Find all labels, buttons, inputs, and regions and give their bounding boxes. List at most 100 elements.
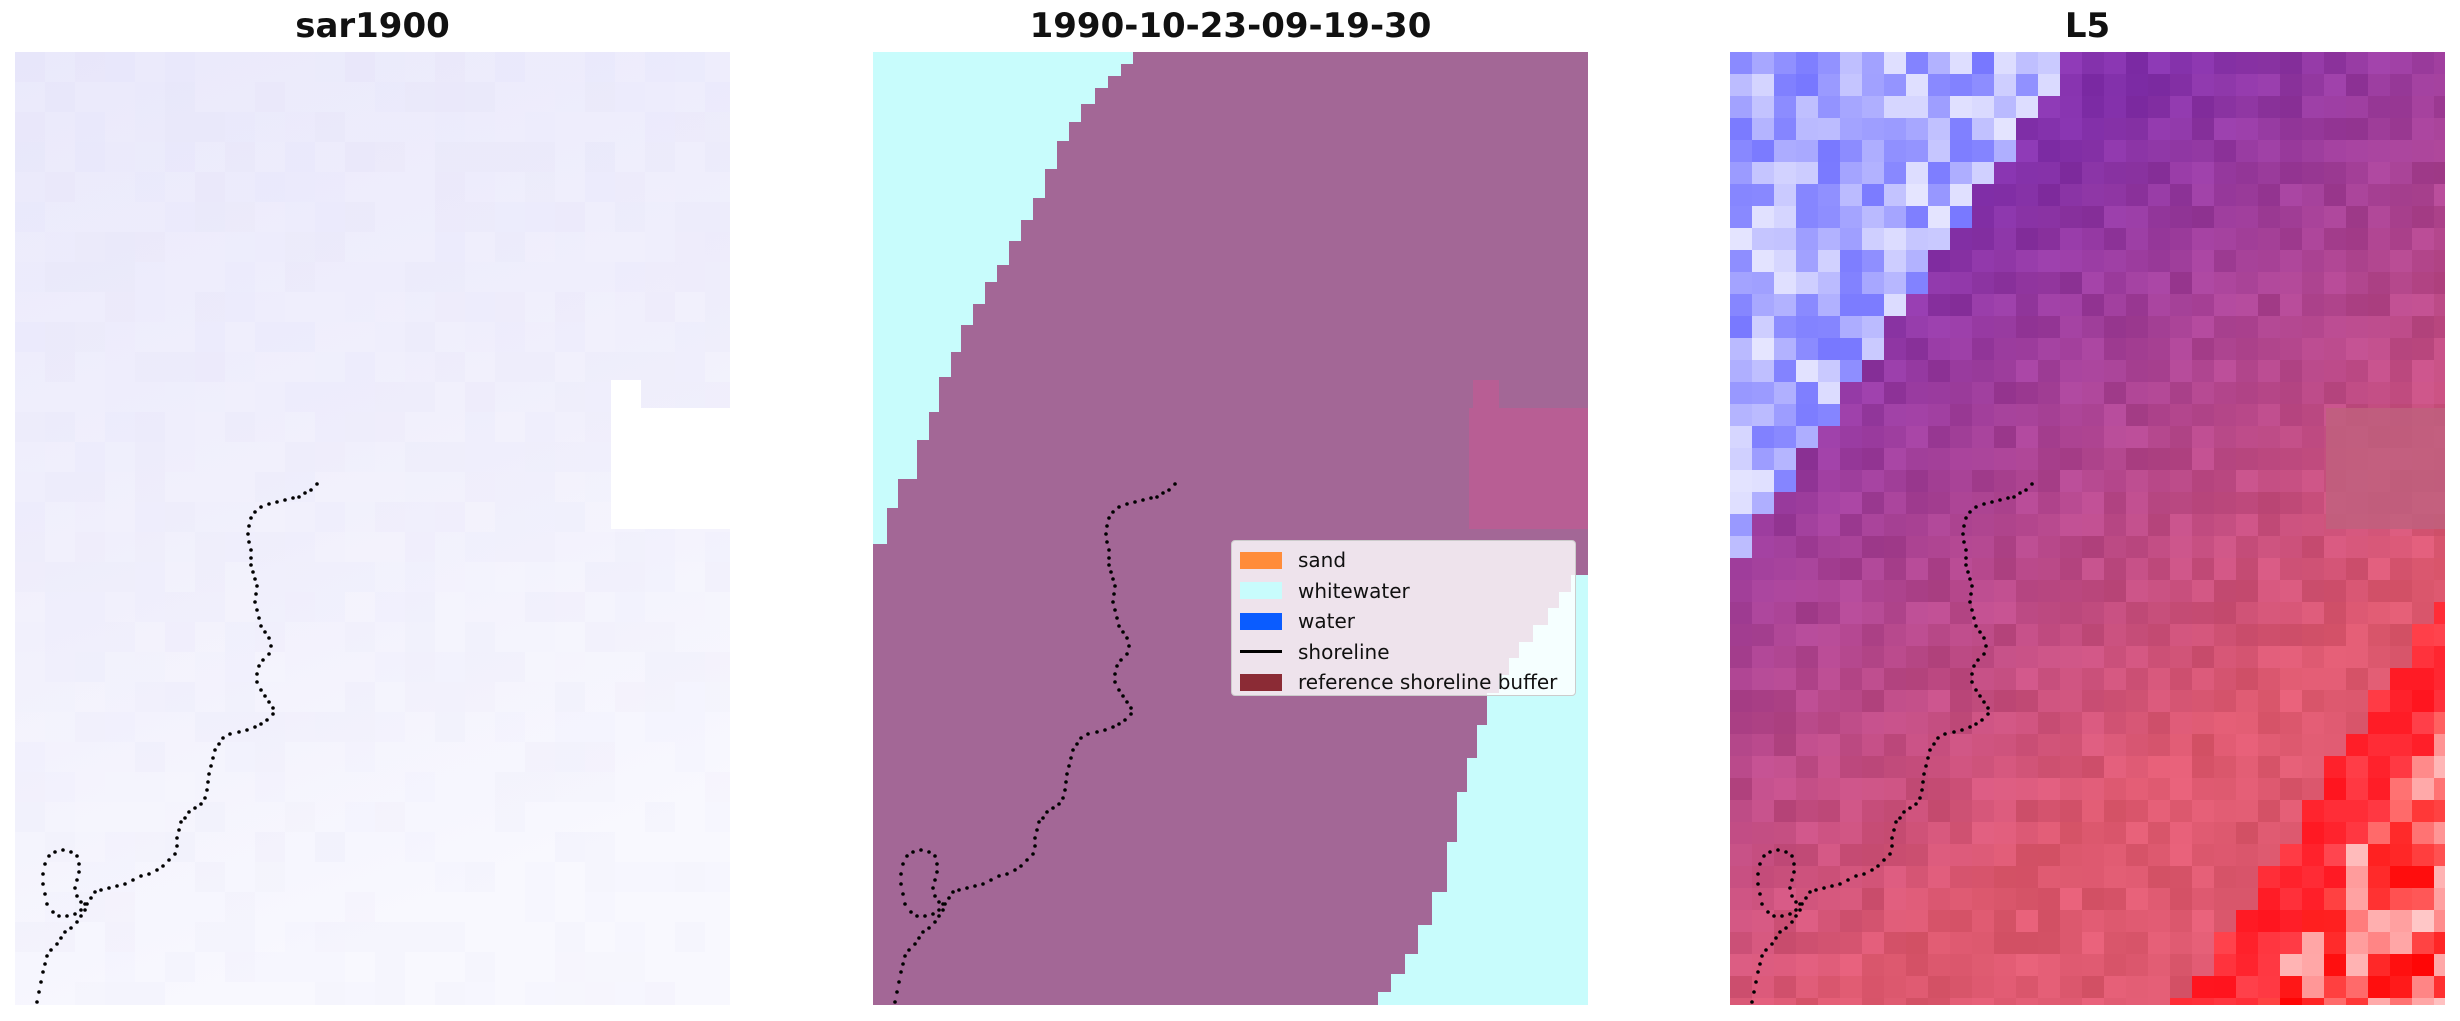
l5-pixel (1862, 822, 1885, 845)
l5-pixel (1818, 272, 1841, 295)
l5-pixel (1730, 426, 1753, 449)
l5-pixel (2302, 734, 2325, 757)
l5-pixel (2214, 954, 2237, 977)
l5-pixel (2390, 140, 2413, 163)
l5-pixel (2016, 492, 2039, 515)
sar-pixel (405, 742, 435, 772)
l5-pixel (2258, 888, 2281, 911)
shoreline-dot (53, 850, 57, 854)
sar-pixel (45, 382, 75, 412)
sar-pixel (705, 862, 730, 892)
sar-pixel (285, 82, 315, 112)
l5-pixel (1774, 580, 1797, 603)
sar-pixel (405, 922, 435, 952)
sar-pixel (45, 742, 75, 772)
shoreline-dot (175, 836, 179, 840)
l5-pixel (2390, 910, 2413, 933)
l5-pixel (2148, 668, 2171, 691)
l5-pixel (1972, 536, 1995, 559)
l5-pixel (1950, 844, 1973, 867)
sar-pixel (585, 562, 615, 592)
l5-pixel (1730, 954, 1753, 977)
l5-pixel (1818, 228, 1841, 251)
l5-pixel (1840, 866, 1863, 889)
legend-swatch-sand (1240, 551, 1282, 569)
shoreline-dot (61, 848, 65, 852)
sar-pixel (105, 712, 135, 742)
l5-pixel (1774, 822, 1797, 845)
l5-pixel (2434, 646, 2445, 669)
l5-pixel (1796, 52, 1819, 75)
l5-pixel (1774, 734, 1797, 757)
sar-pixel (525, 502, 555, 532)
shoreline-dot (228, 732, 232, 736)
sar-pixel (645, 982, 675, 1005)
l5-pixel (2258, 52, 2281, 75)
l5-pixel (2390, 228, 2413, 251)
l5-pixel (2434, 712, 2445, 735)
sar-pixel (585, 682, 615, 712)
shoreline-dot (79, 908, 83, 912)
l5-pixel (2214, 646, 2237, 669)
sar-pixel (465, 142, 495, 172)
l5-pixel (1972, 184, 1995, 207)
sar-pixel (135, 892, 165, 922)
sar-pixel (165, 142, 195, 172)
l5-pixel (2434, 998, 2445, 1005)
l5-pixel (2236, 514, 2259, 537)
l5-pixel (2038, 492, 2061, 515)
l5-pixel (1906, 624, 1929, 647)
l5-pixel (1730, 932, 1753, 955)
sar-pixel (165, 592, 195, 622)
l5-pixel (2170, 492, 2193, 515)
shoreline-dot (263, 694, 267, 698)
shoreline-dot (265, 718, 269, 722)
sar-pixel (285, 952, 315, 982)
sar-pixel (585, 232, 615, 262)
l5-pixel (1862, 118, 1885, 141)
sar-pixel (705, 772, 730, 802)
l5-pixel (1884, 646, 1907, 669)
sar-pixel (255, 472, 285, 502)
sar-pixel (645, 952, 675, 982)
sar-pixel (555, 652, 585, 682)
l5-pixel (1972, 998, 1995, 1005)
l5-pixel (1818, 360, 1841, 383)
l5-pixel (1884, 96, 1907, 119)
sar-nodata-block (611, 408, 730, 529)
shoreline-dot (1962, 540, 1966, 544)
l5-pixel (1884, 272, 1907, 295)
sar-pixel (135, 382, 165, 412)
sar-pixel (465, 622, 495, 652)
l5-pixel (1752, 514, 1775, 537)
shoreline-dot (923, 914, 927, 918)
l5-pixel (2346, 998, 2369, 1005)
l5-pixel (2082, 844, 2105, 867)
l5-pixel (2104, 822, 2127, 845)
l5-pixel (2346, 558, 2369, 581)
sar-pixel (285, 892, 315, 922)
l5-pixel (1994, 492, 2017, 515)
l5-pixel (2434, 140, 2445, 163)
l5-pixel (2236, 932, 2259, 955)
sar-pixel (225, 472, 255, 502)
l5-pixel (2038, 910, 2061, 933)
sar-pixel (645, 532, 675, 562)
l5-pixel (2434, 910, 2445, 933)
l5-pixel (2346, 624, 2369, 647)
l5-pixel (2280, 272, 2303, 295)
l5-pixel (2104, 998, 2127, 1005)
sar-pixel (165, 832, 195, 862)
l5-pixel (2302, 756, 2325, 779)
sar-pixel (585, 322, 615, 352)
l5-pixel (1950, 470, 1973, 493)
l5-pixel (2148, 140, 2171, 163)
shoreline-dot (213, 748, 217, 752)
shoreline-dot (911, 850, 915, 854)
sar-pixel (645, 802, 675, 832)
sar-pixel (75, 352, 105, 382)
sar-pixel (75, 832, 105, 862)
buffer-highlight-notch (1473, 380, 1499, 409)
shoreline-dot (2018, 491, 2022, 495)
l5-pixel (2170, 998, 2193, 1005)
